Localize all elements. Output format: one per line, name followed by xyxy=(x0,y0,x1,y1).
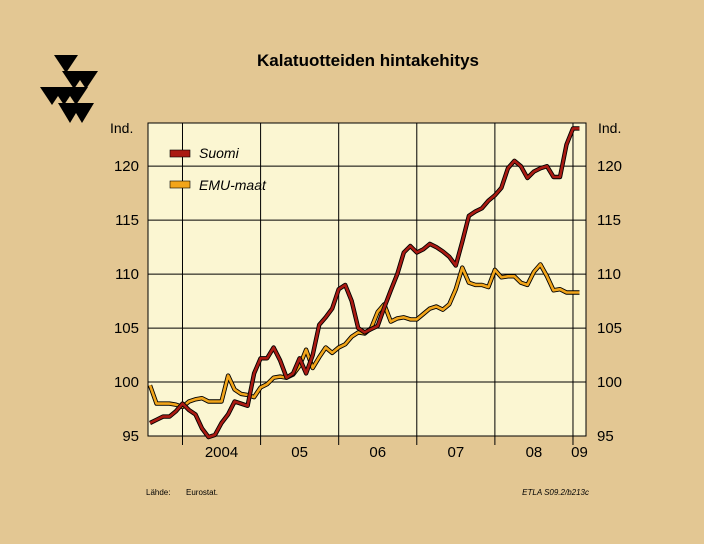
x-tick-label: 07 xyxy=(447,444,464,461)
plot-area xyxy=(147,122,587,437)
chart-code: ETLA S09.2/b213c xyxy=(522,488,589,497)
legend-label-suomi: Suomi xyxy=(199,145,240,161)
y-tick-label-right: 95 xyxy=(597,428,614,445)
y-tick-label-right: 120 xyxy=(597,158,622,175)
y-axis-label-left: Ind. xyxy=(110,120,133,136)
y-axis-label-right: Ind. xyxy=(598,120,621,136)
y-tick-label-right: 115 xyxy=(597,212,621,229)
x-tick-label: 06 xyxy=(369,444,386,461)
y-tick-label-left: 95 xyxy=(122,428,139,445)
y-tick-label-right: 105 xyxy=(597,320,622,337)
legend: Suomi EMU-maat xyxy=(169,145,267,193)
y-tick-label-left: 110 xyxy=(115,266,139,283)
y-tick-label-left: 100 xyxy=(114,374,139,391)
source-value: Eurostat. xyxy=(186,488,218,497)
legend-swatch-emu xyxy=(169,180,191,189)
x-axis-ticks: 2004 05 06 07 08 09 xyxy=(205,444,588,461)
etla-logo xyxy=(40,55,98,123)
series-lines xyxy=(147,126,580,440)
legend-label-emu: EMU-maat xyxy=(199,177,267,193)
x-tick-label: 2004 xyxy=(205,444,238,461)
y-tick-label-left: 120 xyxy=(114,158,139,175)
chart-title: Kalatuotteiden hintakehitys xyxy=(257,51,479,70)
y-tick-label-left: 105 xyxy=(114,320,139,337)
series-line-suomi xyxy=(149,127,580,439)
x-tick-label: 08 xyxy=(526,444,543,461)
legend-swatch-suomi xyxy=(169,149,191,158)
x-tick-label: 09 xyxy=(571,444,588,461)
x-tick-label: 05 xyxy=(291,444,308,461)
source-label: Lähde: xyxy=(146,488,170,497)
y-tick-label-right: 110 xyxy=(597,266,621,283)
y-tick-label-left: 115 xyxy=(115,212,139,229)
y-axis-ticks: 95 95 100 100 105 105 110 110 115 115 120 120 xyxy=(114,158,622,445)
y-tick-label-right: 100 xyxy=(597,374,622,391)
